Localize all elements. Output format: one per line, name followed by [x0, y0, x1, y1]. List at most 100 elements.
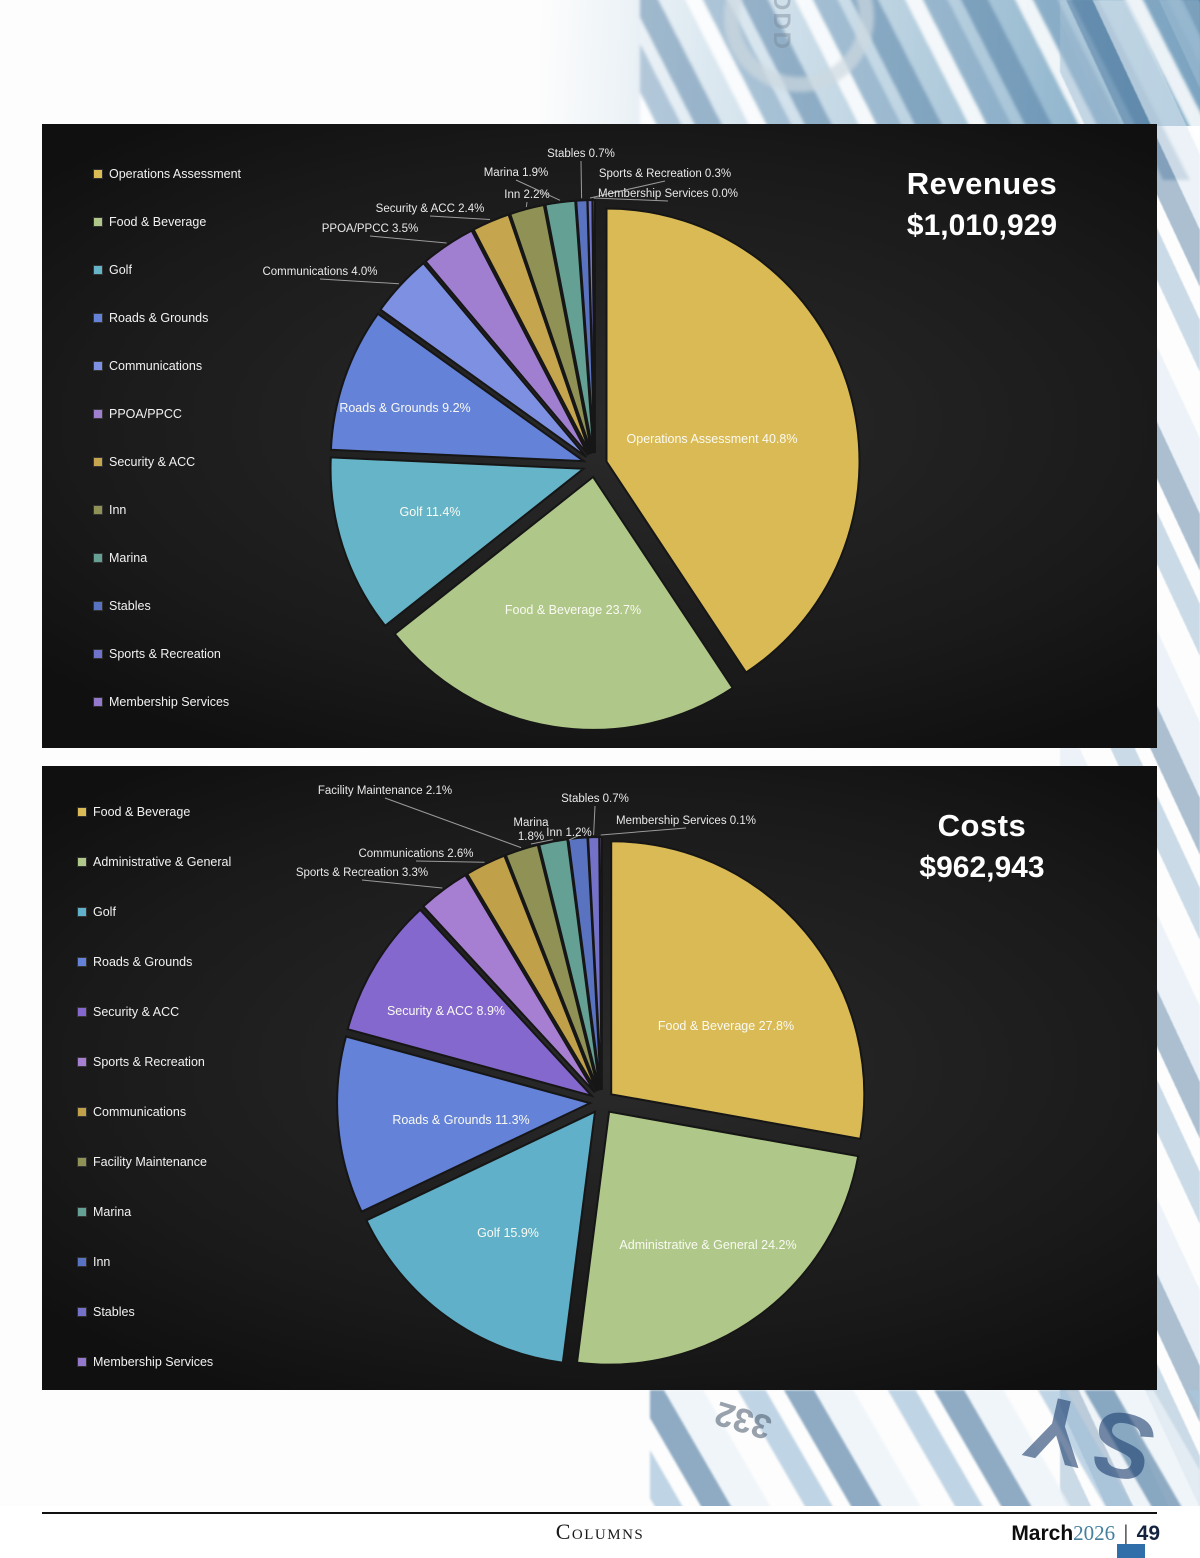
legend-label: Roads & Grounds	[109, 311, 209, 325]
leader-line-sports-recreation	[589, 180, 666, 199]
legend-swatch	[78, 1358, 86, 1366]
legend-label: Golf	[109, 263, 132, 277]
pie-slice-food-beverage	[393, 475, 735, 731]
legend-label: Marina	[109, 551, 148, 565]
leader-line-inn	[525, 201, 528, 208]
legend-item-ppoa-ppcc: PPOA/PPCC	[94, 407, 182, 421]
slice-label-facility-maintenance: Facility Maintenance 2.1%	[318, 785, 452, 797]
chart-total: $962,943	[919, 851, 1045, 884]
legend-swatch	[78, 958, 86, 966]
legend-item-roads-grounds: Roads & Grounds	[94, 311, 208, 325]
legend-item-administrative-general: Administrative & General	[78, 855, 231, 869]
leader-line-marina	[515, 179, 561, 201]
leader-line-inn	[568, 835, 578, 841]
slice-label-security-acc: Security & ACC 8.9%	[387, 1004, 505, 1018]
background-text-ddd: DDD	[768, 0, 795, 51]
slice-label-stables: Stables 0.7%	[561, 793, 629, 805]
slice-label-inn: Inn 2.2%	[504, 189, 549, 201]
legend-swatch	[94, 698, 102, 706]
legend-label: Stables	[109, 599, 151, 613]
legend-label: Sports & Recreation	[93, 1055, 205, 1069]
legend-item-golf: Golf	[78, 905, 116, 919]
legend-item-sports-recreation: Sports & Recreation	[94, 647, 221, 661]
pie-slice-inn	[508, 203, 593, 454]
pie-slice-roads-grounds	[336, 1035, 593, 1214]
legend-swatch	[94, 458, 102, 466]
pie-slice-marina	[544, 199, 595, 454]
legend-item-golf: Golf	[94, 263, 132, 277]
pie-slice-sports-recreation	[421, 873, 596, 1094]
legend-swatch	[94, 314, 102, 322]
legend-label: Membership Services	[93, 1355, 214, 1369]
pie-slice-membership-services	[598, 835, 603, 1091]
slice-label-inn: Inn 1.2%	[546, 827, 591, 839]
legend-item-roads-grounds: Roads & Grounds	[78, 955, 192, 969]
footer-separator: |	[1123, 1522, 1129, 1545]
legend-label: Sports & Recreation	[109, 647, 221, 661]
legend-item-stables: Stables	[78, 1305, 135, 1319]
revenues-title-block: Revenues $1,010,929	[832, 166, 1132, 243]
leader-line-marina	[530, 839, 553, 845]
legend-label: Security & ACC	[109, 455, 196, 469]
legend-label: Communications	[93, 1105, 187, 1119]
legend-swatch	[94, 506, 102, 514]
pie-slice-security-acc	[472, 213, 592, 455]
slice-label-stables: Stables 0.7%	[547, 148, 615, 160]
slice-label-membership-services: Membership Services 0.1%	[616, 815, 756, 827]
slice-label-operations-assessment: Operations Assessment 40.8%	[627, 432, 798, 446]
legend-label: Inn	[93, 1255, 111, 1269]
legend-label: Stables	[93, 1305, 135, 1319]
slice-label-administrative-general: Administrative & General 24.2%	[619, 1238, 796, 1252]
legend-swatch	[78, 808, 86, 816]
chart-title: Costs	[937, 808, 1027, 843]
slice-label-golf: Golf 15.9%	[477, 1226, 539, 1240]
legend-item-membership-services: Membership Services	[78, 1355, 213, 1369]
slice-label-sports-recreation: Sports & Recreation 3.3%	[296, 867, 428, 879]
footer-page-number: 49	[1136, 1522, 1160, 1545]
legend-swatch	[94, 650, 102, 658]
legend-swatch	[94, 266, 102, 274]
slice-label-food-beverage: Food & Beverage 27.8%	[658, 1019, 794, 1033]
leader-line-ppoa-ppcc	[369, 235, 447, 244]
leader-line-stables	[593, 805, 596, 836]
slice-label-marina: Marina 1.9%	[484, 167, 549, 179]
leader-line-facility-maintenance	[384, 797, 522, 849]
leader-line-membership-services	[593, 197, 669, 202]
revenues-chart-panel: Operations Assessment 40.8% Food & Bevera…	[42, 124, 1157, 748]
slice-label-communications: Communications 2.6%	[358, 848, 473, 860]
footer-background	[0, 1506, 1200, 1558]
legend-item-food-beverage: Food & Beverage	[94, 215, 206, 229]
legend-item-facility-maintenance: Facility Maintenance	[78, 1155, 207, 1169]
slice-label-security-acc: Security & ACC 2.4%	[376, 203, 485, 215]
slice-label-marina: Marina 1.8%	[513, 817, 549, 843]
legend-swatch	[94, 218, 102, 226]
costs-title-block: Costs $962,943	[832, 808, 1132, 885]
legend-label: Food & Beverage	[109, 215, 207, 229]
slice-label-food-beverage: Food & Beverage 23.7%	[505, 603, 641, 617]
pie-slice-communications	[379, 261, 587, 458]
revenues-legend: Operations Assessment Food & Beverage Golf…	[42, 124, 1157, 748]
legend-item-marina: Marina	[78, 1205, 131, 1219]
legend-swatch	[78, 1008, 86, 1016]
legend-swatch	[78, 858, 86, 866]
slice-label-sports-recreation: Sports & Recreation 0.3%	[599, 168, 731, 180]
legend-item-inn: Inn	[94, 503, 126, 517]
costs-legend: Food & Beverage Administrative & General G…	[42, 766, 1157, 1390]
slice-label-ppoa-ppcc: PPOA/PPCC 3.5%	[322, 223, 419, 235]
pie-slice-security-acc	[346, 908, 595, 1098]
legend-item-operations-assessment: Operations Assessment	[94, 167, 241, 181]
footer-section-title: Columns	[555, 1519, 645, 1544]
pie-slice-administrative-general	[575, 1110, 860, 1366]
leader-line-sports-recreation	[361, 879, 443, 889]
legend-label: Food & Beverage	[93, 805, 191, 819]
slice-label-golf: Golf 11.4%	[400, 505, 461, 519]
legend-swatch	[78, 1158, 86, 1166]
legend-swatch	[78, 1258, 86, 1266]
legend-label: Communications	[109, 359, 203, 373]
leader-line-communications	[319, 278, 400, 285]
pie-slice-roads-grounds	[329, 312, 588, 463]
legend-swatch	[94, 554, 102, 562]
legend-swatch	[78, 908, 86, 916]
footer-rule	[42, 1512, 1157, 1514]
legend-label: PPOA/PPCC	[109, 407, 182, 421]
